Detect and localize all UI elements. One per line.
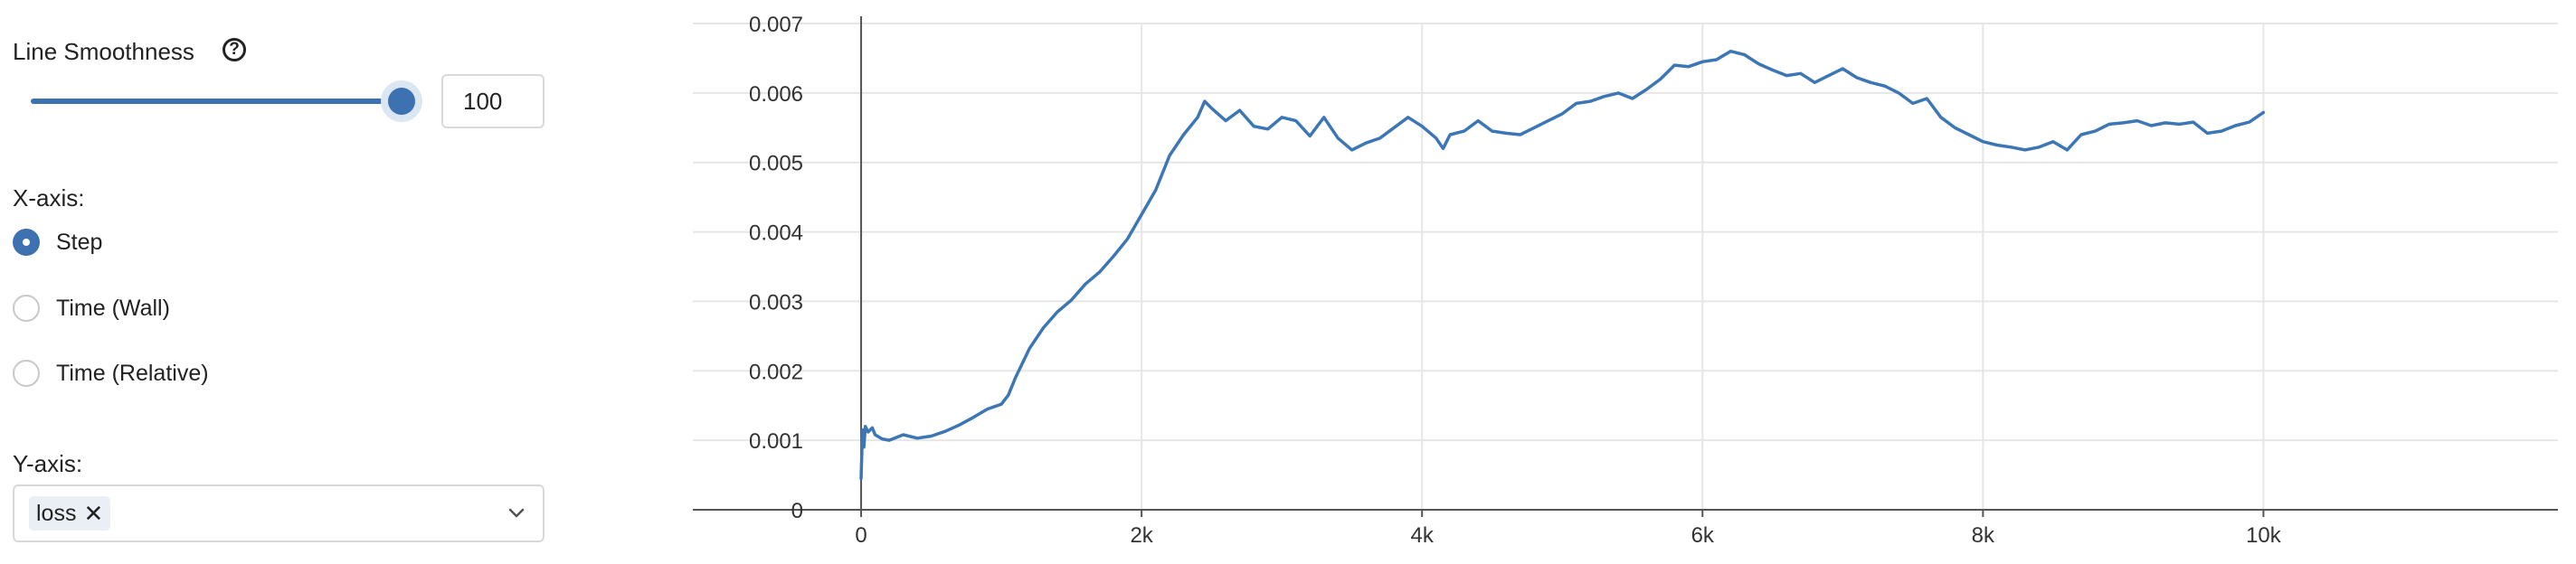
yaxis-chip-loss: loss ✕: [29, 496, 111, 531]
chart-series: [859, 49, 2266, 481]
xaxis-option-step[interactable]: Step: [13, 228, 102, 257]
slider-fill: [31, 99, 402, 104]
yaxis-select[interactable]: loss ✕: [13, 484, 545, 542]
x-tick-label: 4k: [1411, 523, 1435, 548]
xaxis-option-time-relative[interactable]: Time (Relative): [13, 359, 209, 388]
xaxis-option-label: Time (Relative): [56, 360, 209, 386]
radio-checked-icon[interactable]: [13, 229, 40, 256]
chart-tick-labels: 0 0.001 0.002 0.003 0.004 0.005 0.006 0.007 0 2k 4…: [749, 13, 2282, 548]
controls-panel: Line Smoothness ? X-axis: Step Time (Wal…: [0, 0, 579, 564]
slider-thumb[interactable]: [388, 88, 415, 115]
y-tick-label: 0.006: [749, 82, 803, 107]
y-tick-label: 0.005: [749, 152, 803, 176]
smoothing-value-input[interactable]: [441, 74, 545, 128]
x-tick-label: 6k: [1691, 523, 1715, 548]
chip-label: loss: [36, 500, 77, 526]
y-tick-label: 0.002: [749, 360, 803, 384]
radio-unchecked-icon[interactable]: [13, 360, 40, 387]
xaxis-label: X-axis:: [13, 184, 85, 212]
x-tick-label: 0: [855, 523, 867, 548]
y-tick-label: 0.007: [749, 13, 803, 37]
chart-axes: [693, 16, 2558, 517]
radio-unchecked-icon[interactable]: [13, 295, 40, 322]
chevron-down-icon[interactable]: [507, 506, 526, 521]
y-tick-label: 0.004: [749, 221, 803, 246]
smoothing-label: Line Smoothness: [13, 38, 194, 65]
y-tick-label: 0: [791, 499, 803, 523]
xaxis-option-label: Time (Wall): [56, 295, 170, 321]
yaxis-label: Y-axis:: [13, 450, 83, 477]
close-icon[interactable]: ✕: [83, 500, 104, 527]
question-circle-icon[interactable]: ?: [223, 38, 246, 61]
chart-grid: [693, 23, 2558, 510]
loss-series-line: [859, 49, 2266, 481]
xaxis-option-label: Step: [56, 229, 103, 255]
x-tick-label: 10k: [2246, 523, 2282, 548]
y-tick-label: 0.003: [749, 290, 803, 315]
y-tick-label: 0.001: [749, 429, 803, 454]
x-tick-label: 2k: [1130, 523, 1153, 548]
xaxis-option-time-wall[interactable]: Time (Wall): [13, 294, 170, 323]
x-tick-label: 8k: [1972, 523, 1995, 548]
